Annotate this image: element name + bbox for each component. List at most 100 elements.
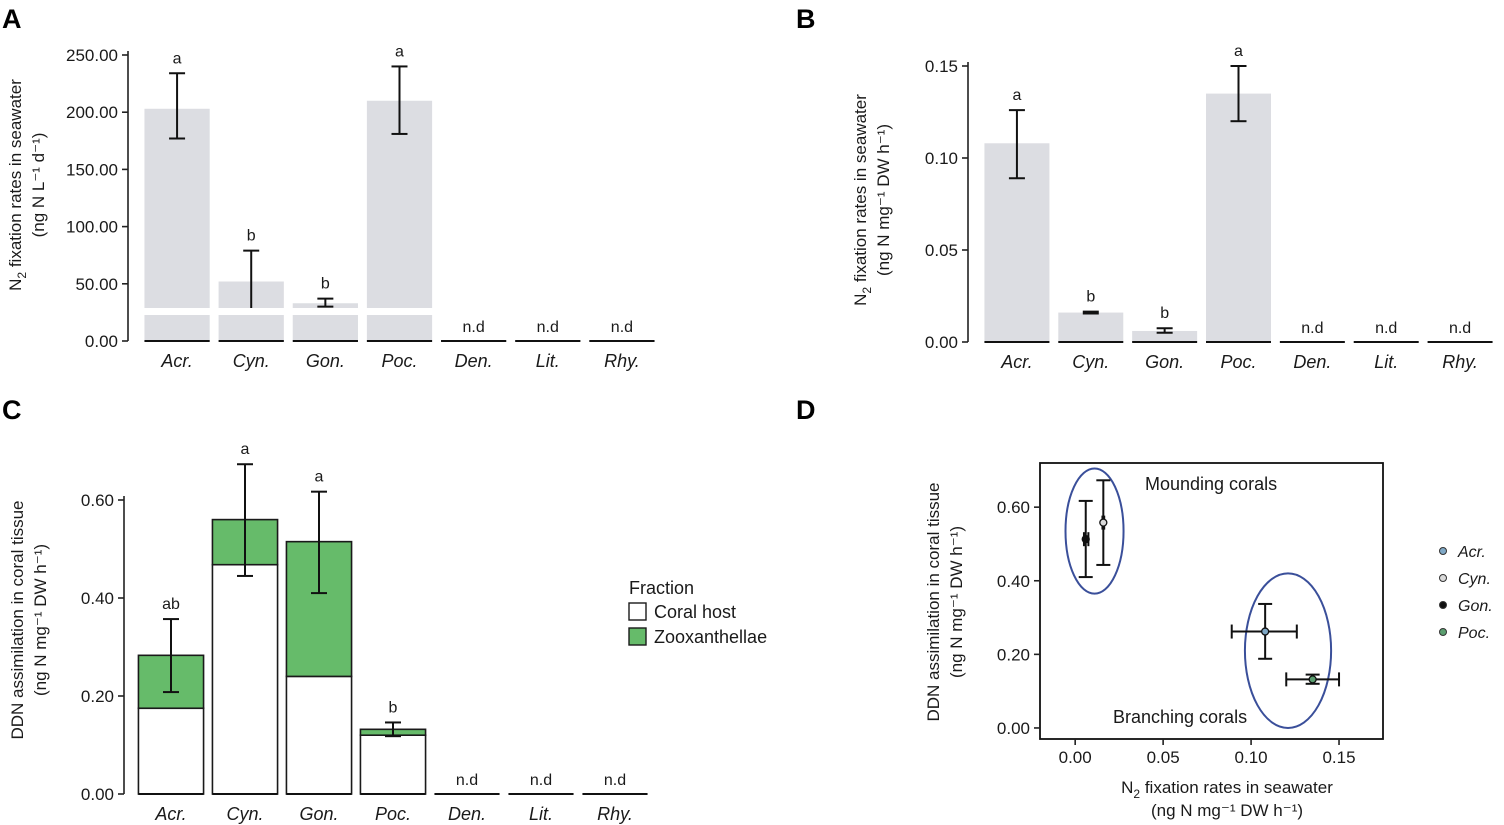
panel-a-bar-poc (366, 100, 433, 341)
panel-a-category-label: Lit. (536, 351, 560, 371)
panel-b-significance-label: a (1012, 87, 1021, 104)
point-marker-gon (1081, 535, 1090, 544)
panel-b-significance-label: a (1234, 43, 1243, 60)
panel-d-ytick-label: 0.40 (997, 572, 1030, 591)
panel-b-category-label: Acr. (1000, 352, 1032, 372)
group-label-branching-corals: Branching corals (1113, 707, 1247, 727)
panel-a-bar-acr (144, 108, 210, 341)
panel-letter-c: C (2, 395, 22, 425)
panel-a-category-label: Acr. (160, 351, 192, 371)
legend-title: Fraction (629, 578, 694, 598)
panel-letter-a: A (2, 4, 22, 34)
legend-label-zooxanthellae: Zooxanthellae (654, 627, 767, 647)
panel-d-ylabel-line1: DDN assimilation in coral tissue (924, 482, 943, 721)
panel-d-xtick-label: 0.15 (1322, 748, 1355, 767)
panel-c-significance-label: a (241, 441, 250, 458)
panel-d-plot-frame (1039, 462, 1384, 740)
panel-a-significance-label: a (173, 50, 182, 67)
panel-d-ylabel-line2: (ng N mg⁻¹ DW h⁻¹) (947, 526, 966, 678)
panel-b-bar-gon (1132, 330, 1198, 342)
panel-a-ytick-label: 100.00 (66, 218, 118, 237)
panel-b-category-label: Lit. (1374, 352, 1398, 372)
panel-b-ytick-label: 0.15 (925, 57, 958, 76)
panel-d-xlabel-line1: N2 fixation rates in seawater (1121, 778, 1333, 801)
panel-c-significance-label: b (389, 699, 398, 716)
group-label-mounding-corals: Mounding corals (1145, 474, 1277, 494)
panel-a-category-label: Rhy. (604, 351, 640, 371)
legend-swatch-zooxanthellae (628, 627, 647, 646)
panel-d-ytick-label: 0.00 (997, 719, 1030, 738)
panel-c-legend: Fraction Coral host Zooxanthellae (628, 578, 767, 647)
panel-a-ylabel-line1: N2 fixation rates in seawater (6, 79, 29, 291)
panel-c-ylabel-line1: DDN assimilation in coral tissue (8, 500, 27, 739)
panel-a-ytick-label: 250.00 (66, 46, 118, 65)
legend-species-label: Poc. (1458, 625, 1490, 642)
panel-b-ylabel-line2: (ng N mg⁻¹ DW h⁻¹) (874, 124, 893, 276)
panel-b-bar-cyn (1058, 312, 1124, 342)
panel-a-ytick-label: 200.00 (66, 103, 118, 122)
panel-b-bar-poc (1206, 93, 1271, 342)
panel-c-ytick-label: 0.40 (81, 589, 114, 608)
panel-letter-d: D (796, 395, 816, 425)
panel-b-category-label: Rhy. (1442, 352, 1478, 372)
panel-a-category-label: Den. (455, 351, 493, 371)
panel-c-significance-label: ab (162, 596, 180, 613)
panel-b-category-label: Poc. (1220, 352, 1256, 372)
panel-letter-b: B (796, 4, 816, 34)
panel-a-ytick-label: 50.00 (75, 275, 118, 294)
legend-label-coral-host: Coral host (654, 602, 736, 622)
panel-c-category-label: Cyn. (226, 804, 263, 824)
panel-c-bar-coral-host-cyn (211, 563, 279, 795)
panel-a-category-label: Poc. (381, 351, 417, 371)
panel-b-significance-label: n.d (1375, 320, 1397, 337)
legend-species-label: Acr. (1457, 544, 1486, 561)
legend-dot-poc (1439, 628, 1447, 636)
panel-b-ytick-label: 0.00 (925, 333, 958, 352)
panel-b-ytick-label: 0.10 (925, 149, 958, 168)
panel-d-xtick-label: 0.10 (1235, 748, 1268, 767)
point-marker-poc (1308, 675, 1317, 684)
panel-c-significance-label: n.d (604, 772, 626, 789)
panel-a-category-label: Cyn. (233, 351, 270, 371)
group-ellipse-branching-corals (1243, 572, 1333, 729)
panel-a-significance-label: b (321, 276, 330, 293)
legend-swatch-coral-host (628, 602, 647, 621)
panel-a-significance-label: b (247, 228, 256, 245)
panel-c-ytick-label: 0.00 (81, 785, 114, 804)
panel-c-category-label: Rhy. (597, 804, 633, 824)
panel-c-category-label: Poc. (375, 804, 411, 824)
panel-b-significance-label: b (1086, 289, 1095, 306)
panel-a-significance-label: n.d (611, 319, 633, 336)
panel-d-ytick-label: 0.20 (997, 645, 1030, 664)
panel-b-bar-chart: N2 fixation rates in seawater (ng N mg⁻¹… (851, 43, 1493, 372)
panel-c-category-label: Lit. (529, 804, 553, 824)
panel-a-significance-label: n.d (537, 319, 559, 336)
panel-a-bar-chart: N2 fixation rates in seawater (ng N L⁻¹ … (6, 43, 655, 371)
panel-a-ytick-label: 0.00 (85, 332, 118, 351)
group-ellipse-mounding-corals (1064, 467, 1125, 595)
panel-c-bar-coral-host-gon (285, 675, 353, 795)
panel-a-ytick-label: 150.00 (66, 160, 118, 179)
panel-a-significance-label: a (395, 43, 404, 60)
panel-a-axis-break (142, 308, 441, 315)
panel-b-significance-label: n.d (1449, 320, 1471, 337)
panel-c-bar-coral-host-poc (359, 734, 427, 795)
panel-b-category-label: Den. (1293, 352, 1331, 372)
panel-d-scatter-chart: DDN assimilation in coral tissue (ng N m… (924, 462, 1493, 820)
panel-c-significance-label: a (315, 469, 324, 486)
panel-c-significance-label: n.d (456, 772, 478, 789)
panel-c-stacked-bar-chart: DDN assimilation in coral tissue (ng N m… (8, 441, 767, 824)
panel-d-xtick-label: 0.00 (1059, 748, 1092, 767)
legend-dot-acr (1439, 547, 1447, 555)
panel-a-ylabel-line2: (ng N L⁻¹ d⁻¹) (29, 133, 48, 238)
panel-b-category-label: Cyn. (1072, 352, 1109, 372)
point-marker-cyn (1099, 518, 1108, 527)
panel-d-xtick-label: 0.05 (1147, 748, 1180, 767)
legend-species-label: Gon. (1458, 598, 1493, 615)
panel-b-significance-label: b (1160, 305, 1169, 322)
panel-c-category-label: Acr. (154, 804, 186, 824)
legend-dot-gon (1439, 601, 1447, 609)
panel-d-ytick-label: 0.60 (997, 498, 1030, 517)
panel-b-category-label: Gon. (1145, 352, 1184, 372)
